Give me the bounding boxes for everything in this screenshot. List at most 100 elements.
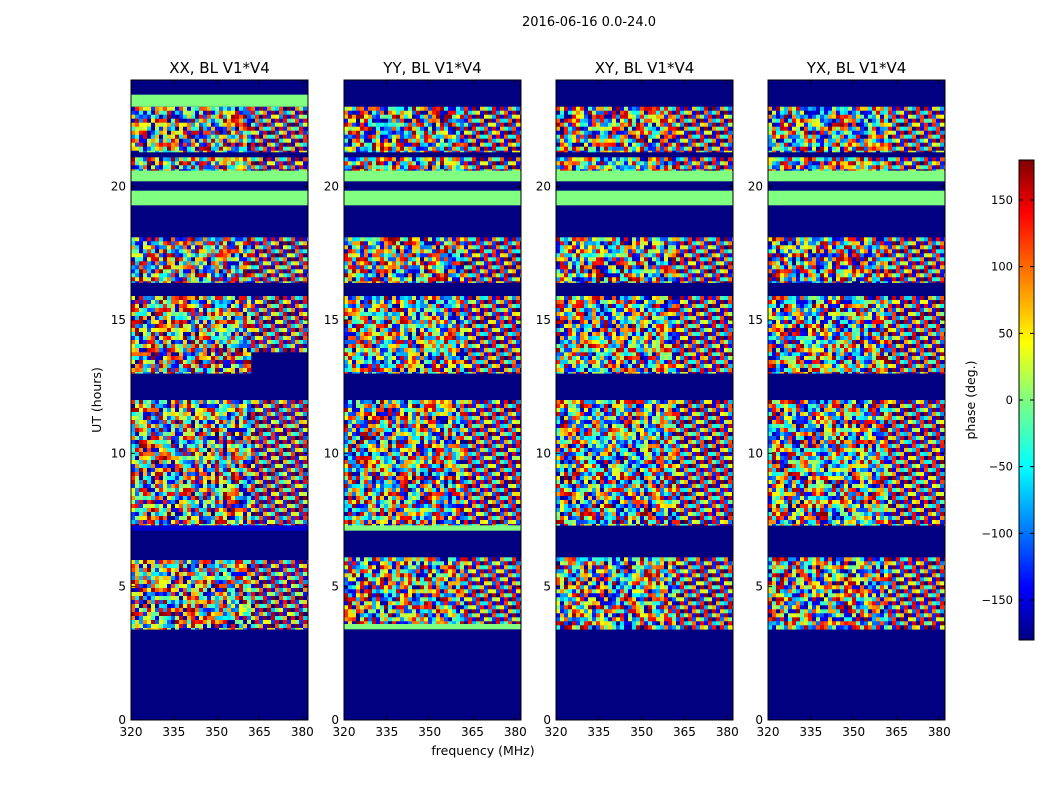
x-tick-label: 335 (375, 725, 398, 739)
panel-4: YX, BL V1*V4 320 335 350 365 380 0 5 10 15 20 (748, 59, 951, 739)
phase-data-segment (344, 106, 522, 153)
uniform-phase-band (344, 624, 521, 630)
phase-data-segment (344, 296, 522, 353)
panels-group: XX, BL V1*V4 320 335 350 365 380 0 5 10 15 20 YY, B… (111, 59, 951, 739)
phase-data-segment (768, 237, 946, 283)
colorbar-tick-label: 0 (1006, 393, 1013, 407)
x-tick-label: 380 (504, 725, 527, 739)
y-tick-label: 20 (111, 180, 126, 194)
colorbar-tick-label: 150 (991, 193, 1013, 207)
y-tick-label: 0 (331, 713, 339, 727)
uniform-phase-band (768, 170, 945, 182)
y-tick-label: 5 (118, 580, 126, 594)
phase-data-segment (556, 352, 734, 374)
x-tick-label: 335 (587, 725, 610, 739)
panel-frame (343, 79, 522, 721)
x-tick-label: 320 (333, 725, 356, 739)
x-tick-label: 320 (545, 725, 568, 739)
y-tick-label: 15 (111, 313, 126, 327)
colorbar-tick-label: −50 (989, 460, 1013, 474)
x-tick-label: 320 (120, 725, 143, 739)
panel-frame (130, 79, 309, 721)
y-tick-label: 0 (118, 713, 126, 727)
phase-data-segment (131, 352, 252, 374)
uniform-phase-band (131, 525, 308, 531)
phase-data-segment (131, 296, 309, 353)
panel-title: XX, BL V1*V4 (169, 59, 270, 77)
phase-data-segment (131, 106, 309, 153)
y-tick-label: 15 (536, 313, 551, 327)
phase-data-segment (131, 560, 309, 630)
y-tick-label: 15 (324, 313, 339, 327)
x-tick-label: 365 (461, 725, 484, 739)
x-tick-label: 335 (799, 725, 822, 739)
x-tick-label: 380 (928, 725, 951, 739)
panel-title: YX, BL V1*V4 (806, 59, 907, 77)
y-tick-label: 20 (748, 180, 763, 194)
y-tick-label: 10 (536, 446, 551, 460)
y-tick-label: 20 (536, 180, 551, 194)
panel-2: YY, BL V1*V4 320 335 350 365 380 0 5 10 15 20 (324, 59, 527, 739)
phase-data-segment (344, 237, 522, 283)
y-tick-label: 5 (755, 580, 763, 594)
x-tick-label: 335 (162, 725, 185, 739)
x-tick-label: 365 (673, 725, 696, 739)
phase-data-segment (131, 157, 309, 171)
x-tick-label: 380 (716, 725, 739, 739)
phase-data-segment (556, 237, 734, 283)
x-tick-label: 380 (291, 725, 314, 739)
uniform-phase-band (131, 170, 308, 182)
colorbar-tick-label: 50 (998, 326, 1013, 340)
x-tick-label: 320 (757, 725, 780, 739)
x-tick-label: 350 (842, 725, 865, 739)
phase-data-segment (768, 557, 946, 630)
colorbar-label: phase (deg.) (963, 361, 978, 440)
phase-data-segment (344, 157, 522, 171)
y-tick-label: 10 (324, 446, 339, 460)
y-tick-label: 0 (543, 713, 551, 727)
colorbar-tick-label: −100 (981, 526, 1013, 540)
panel-frame (767, 79, 946, 721)
phase-data-segment (556, 106, 734, 153)
phase-data-segment (768, 352, 946, 374)
figure-title: 2016-06-16 0.0-24.0 (522, 15, 656, 30)
x-tick-label: 350 (205, 725, 228, 739)
y-axis-label: UT (hours) (89, 367, 104, 433)
phase-data-segment (556, 557, 734, 630)
panel-3: XY, BL V1*V4 320 335 350 365 380 0 5 10 15 20 (536, 59, 739, 739)
uniform-phase-band (556, 170, 733, 182)
panel-1: XX, BL V1*V4 320 335 350 365 380 0 5 10 15 20 (111, 59, 314, 739)
uniform-phase-band (768, 190, 945, 206)
x-tick-label: 350 (630, 725, 653, 739)
uniform-phase-band (131, 94, 308, 107)
phase-data-segment (768, 106, 946, 153)
y-tick-label: 10 (111, 446, 126, 460)
x-tick-label: 350 (418, 725, 441, 739)
x-axis-label: frequency (MHz) (431, 743, 534, 758)
y-tick-label: 20 (324, 180, 339, 194)
uniform-phase-band (344, 525, 521, 531)
phase-data-segment (768, 157, 946, 171)
phase-data-segment (556, 296, 734, 353)
colorbar: 150 100 50 0 −50 −100 −150 phase (deg.) (963, 159, 1035, 641)
panel-title: XY, BL V1*V4 (595, 59, 695, 77)
phase-data-segment (768, 296, 946, 353)
phase-data-segment (131, 400, 309, 526)
panel-title: YY, BL V1*V4 (382, 59, 481, 77)
x-tick-label: 365 (885, 725, 908, 739)
y-tick-label: 10 (748, 446, 763, 460)
uniform-phase-band (131, 190, 308, 206)
phase-data-segment (344, 400, 522, 526)
uniform-phase-band (344, 190, 521, 206)
phase-data-segment (556, 157, 734, 171)
panel-frame (555, 79, 734, 721)
phase-data-segment (556, 400, 734, 526)
y-tick-label: 0 (755, 713, 763, 727)
phase-data-segment (768, 400, 946, 526)
uniform-phase-band (556, 190, 733, 206)
phase-data-segment (344, 557, 522, 625)
y-tick-label: 15 (748, 313, 763, 327)
colorbar-ticks: 150 100 50 0 −50 −100 −150 (981, 193, 1034, 607)
colorbar-tick-label: 100 (991, 260, 1013, 274)
